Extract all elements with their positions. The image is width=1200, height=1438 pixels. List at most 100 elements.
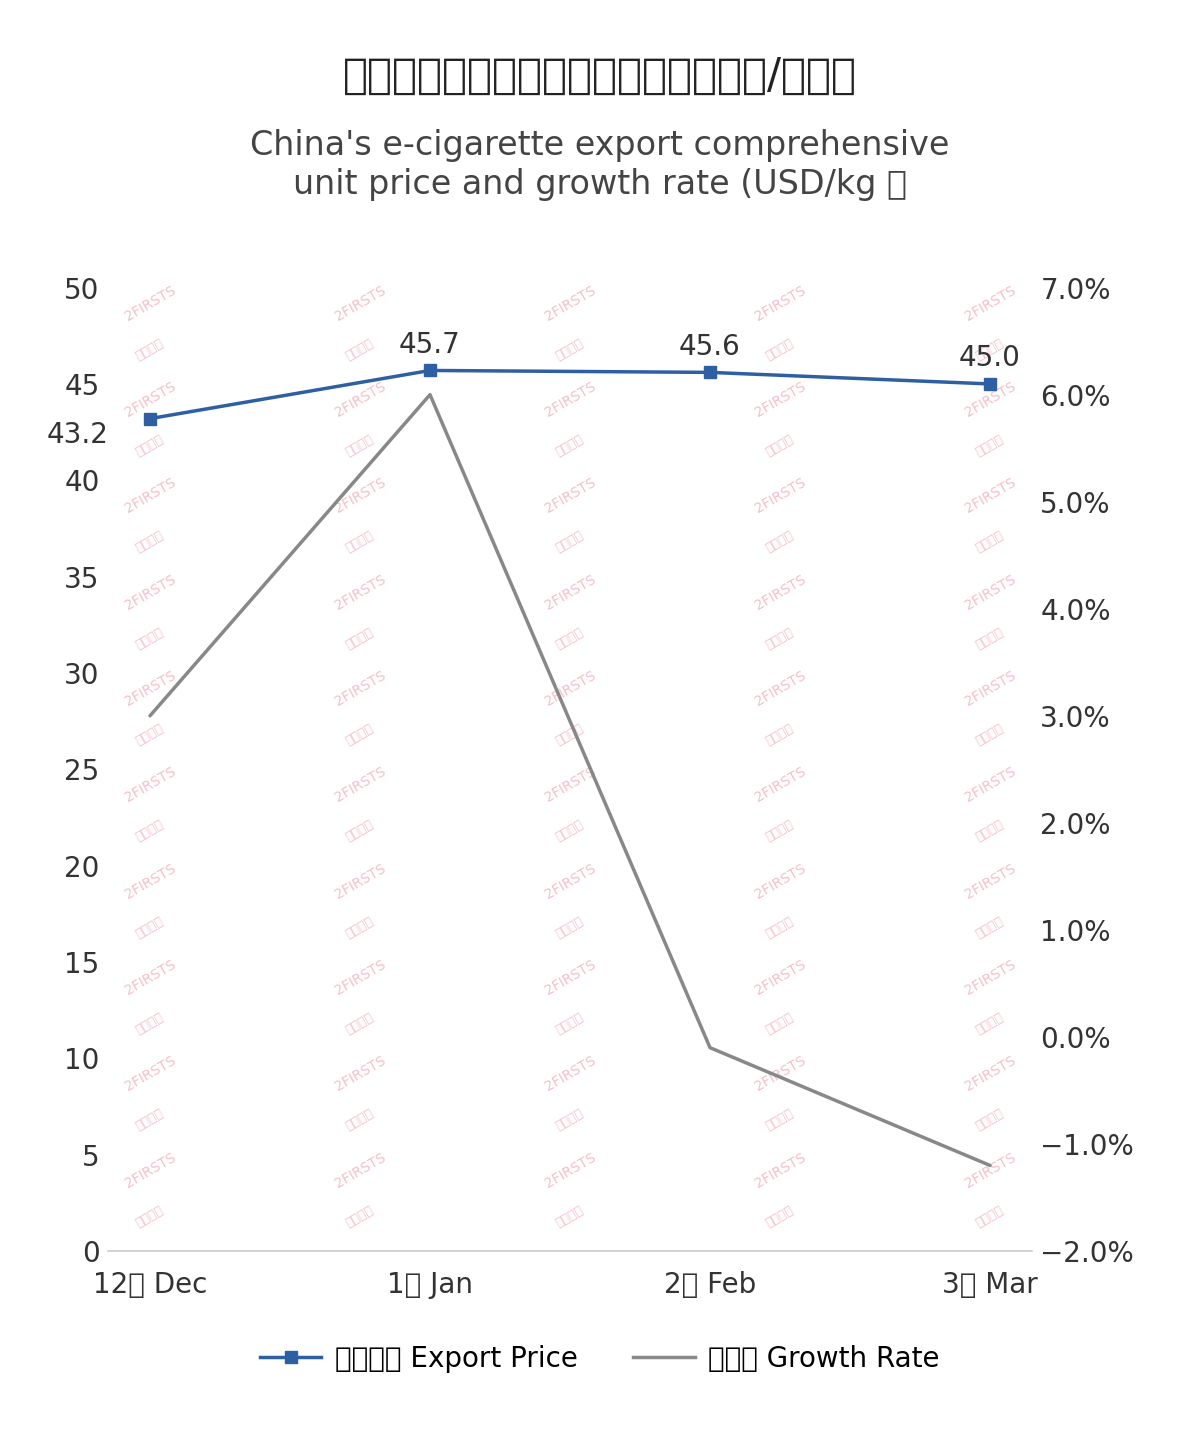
Text: 2FIRSTS: 2FIRSTS: [962, 1150, 1018, 1191]
Text: 两个至上: 两个至上: [553, 915, 587, 940]
Text: 两个至上: 两个至上: [133, 915, 167, 940]
Text: 2FIRSTS: 2FIRSTS: [122, 283, 178, 324]
Text: 两个至上: 两个至上: [133, 433, 167, 459]
Text: 两个至上: 两个至上: [973, 433, 1007, 459]
Text: 43.2: 43.2: [46, 421, 108, 450]
Text: 2FIRSTS: 2FIRSTS: [542, 1054, 598, 1094]
Text: 两个至上: 两个至上: [553, 818, 587, 844]
Text: 2FIRSTS: 2FIRSTS: [122, 669, 178, 709]
Text: 两个至上: 两个至上: [553, 336, 587, 362]
Text: 2FIRSTS: 2FIRSTS: [542, 476, 598, 516]
Text: 两个至上: 两个至上: [763, 433, 797, 459]
Text: 2FIRSTS: 2FIRSTS: [962, 572, 1018, 613]
Text: 两个至上: 两个至上: [343, 722, 377, 748]
Text: 2FIRSTS: 2FIRSTS: [542, 958, 598, 998]
Text: 两个至上: 两个至上: [763, 626, 797, 651]
Text: 2FIRSTS: 2FIRSTS: [752, 380, 808, 420]
Text: 2FIRSTS: 2FIRSTS: [542, 861, 598, 902]
Text: 两个至上: 两个至上: [763, 336, 797, 362]
Text: 2FIRSTS: 2FIRSTS: [542, 572, 598, 613]
Text: 两个至上: 两个至上: [763, 529, 797, 555]
Text: 2FIRSTS: 2FIRSTS: [122, 765, 178, 805]
Text: 2FIRSTS: 2FIRSTS: [752, 1150, 808, 1191]
Text: 2FIRSTS: 2FIRSTS: [752, 1054, 808, 1094]
Text: 两个至上: 两个至上: [343, 529, 377, 555]
Text: 两个至上: 两个至上: [763, 1011, 797, 1037]
Text: 两个至上: 两个至上: [763, 818, 797, 844]
Text: 两个至上: 两个至上: [133, 1011, 167, 1037]
Text: 中国电子烟出口综合单价及增速（美元/千克）: 中国电子烟出口综合单价及增速（美元/千克）: [343, 55, 857, 96]
Text: 2FIRSTS: 2FIRSTS: [122, 380, 178, 420]
Text: 2FIRSTS: 2FIRSTS: [962, 380, 1018, 420]
Text: 2FIRSTS: 2FIRSTS: [962, 861, 1018, 902]
Text: 2FIRSTS: 2FIRSTS: [752, 476, 808, 516]
Text: 两个至上: 两个至上: [553, 1107, 587, 1133]
Text: 两个至上: 两个至上: [973, 818, 1007, 844]
Text: 两个至上: 两个至上: [343, 626, 377, 651]
Text: 两个至上: 两个至上: [343, 915, 377, 940]
Text: 2FIRSTS: 2FIRSTS: [752, 958, 808, 998]
Text: 2FIRSTS: 2FIRSTS: [122, 861, 178, 902]
Text: 两个至上: 两个至上: [553, 433, 587, 459]
Text: 2FIRSTS: 2FIRSTS: [962, 283, 1018, 324]
Text: 两个至上: 两个至上: [133, 1107, 167, 1133]
Text: 45.7: 45.7: [400, 331, 461, 360]
Text: 2FIRSTS: 2FIRSTS: [122, 476, 178, 516]
Text: 2FIRSTS: 2FIRSTS: [332, 572, 388, 613]
Text: 两个至上: 两个至上: [973, 1107, 1007, 1133]
Text: 2FIRSTS: 2FIRSTS: [752, 572, 808, 613]
Text: China's e-cigarette export comprehensive
unit price and growth rate (USD/kg ）: China's e-cigarette export comprehensive…: [251, 129, 949, 201]
Text: 2FIRSTS: 2FIRSTS: [752, 861, 808, 902]
Text: 两个至上: 两个至上: [133, 818, 167, 844]
Text: 2FIRSTS: 2FIRSTS: [542, 1150, 598, 1191]
Text: 2FIRSTS: 2FIRSTS: [332, 380, 388, 420]
Text: 两个至上: 两个至上: [973, 915, 1007, 940]
Text: 2FIRSTS: 2FIRSTS: [332, 1150, 388, 1191]
Text: 2FIRSTS: 2FIRSTS: [542, 669, 598, 709]
Text: 2FIRSTS: 2FIRSTS: [332, 861, 388, 902]
Text: 两个至上: 两个至上: [763, 722, 797, 748]
Text: 2FIRSTS: 2FIRSTS: [542, 283, 598, 324]
Text: 两个至上: 两个至上: [343, 336, 377, 362]
Text: 45.6: 45.6: [679, 332, 740, 361]
Text: 2FIRSTS: 2FIRSTS: [752, 765, 808, 805]
Text: 两个至上: 两个至上: [763, 1204, 797, 1229]
Text: 两个至上: 两个至上: [553, 529, 587, 555]
Text: 2FIRSTS: 2FIRSTS: [332, 765, 388, 805]
Text: 45.0: 45.0: [959, 344, 1021, 372]
Text: 2FIRSTS: 2FIRSTS: [332, 669, 388, 709]
Text: 两个至上: 两个至上: [973, 1011, 1007, 1037]
Text: 2FIRSTS: 2FIRSTS: [962, 476, 1018, 516]
Text: 两个至上: 两个至上: [343, 433, 377, 459]
Text: 两个至上: 两个至上: [973, 722, 1007, 748]
Text: 两个至上: 两个至上: [553, 1011, 587, 1037]
Text: 2FIRSTS: 2FIRSTS: [122, 1150, 178, 1191]
Text: 两个至上: 两个至上: [133, 1204, 167, 1229]
Text: 两个至上: 两个至上: [553, 722, 587, 748]
Text: 2FIRSTS: 2FIRSTS: [122, 958, 178, 998]
Text: 2FIRSTS: 2FIRSTS: [332, 958, 388, 998]
Text: 2FIRSTS: 2FIRSTS: [332, 1054, 388, 1094]
Text: 2FIRSTS: 2FIRSTS: [752, 283, 808, 324]
Text: 两个至上: 两个至上: [973, 529, 1007, 555]
Text: 两个至上: 两个至上: [763, 1107, 797, 1133]
Text: 两个至上: 两个至上: [133, 529, 167, 555]
Text: 2FIRSTS: 2FIRSTS: [542, 765, 598, 805]
Text: 两个至上: 两个至上: [973, 1204, 1007, 1229]
Text: 两个至上: 两个至上: [553, 626, 587, 651]
Legend: 出口单价 Export Price, 增长率 Growth Rate: 出口单价 Export Price, 增长率 Growth Rate: [248, 1333, 952, 1383]
Text: 两个至上: 两个至上: [553, 1204, 587, 1229]
Text: 两个至上: 两个至上: [133, 722, 167, 748]
Text: 两个至上: 两个至上: [343, 818, 377, 844]
Text: 2FIRSTS: 2FIRSTS: [962, 1054, 1018, 1094]
Text: 2FIRSTS: 2FIRSTS: [962, 669, 1018, 709]
Text: 2FIRSTS: 2FIRSTS: [122, 1054, 178, 1094]
Text: 2FIRSTS: 2FIRSTS: [962, 958, 1018, 998]
Text: 两个至上: 两个至上: [343, 1107, 377, 1133]
Text: 两个至上: 两个至上: [973, 336, 1007, 362]
Text: 2FIRSTS: 2FIRSTS: [962, 765, 1018, 805]
Text: 2FIRSTS: 2FIRSTS: [122, 572, 178, 613]
Text: 两个至上: 两个至上: [763, 915, 797, 940]
Text: 2FIRSTS: 2FIRSTS: [332, 476, 388, 516]
Text: 两个至上: 两个至上: [973, 626, 1007, 651]
